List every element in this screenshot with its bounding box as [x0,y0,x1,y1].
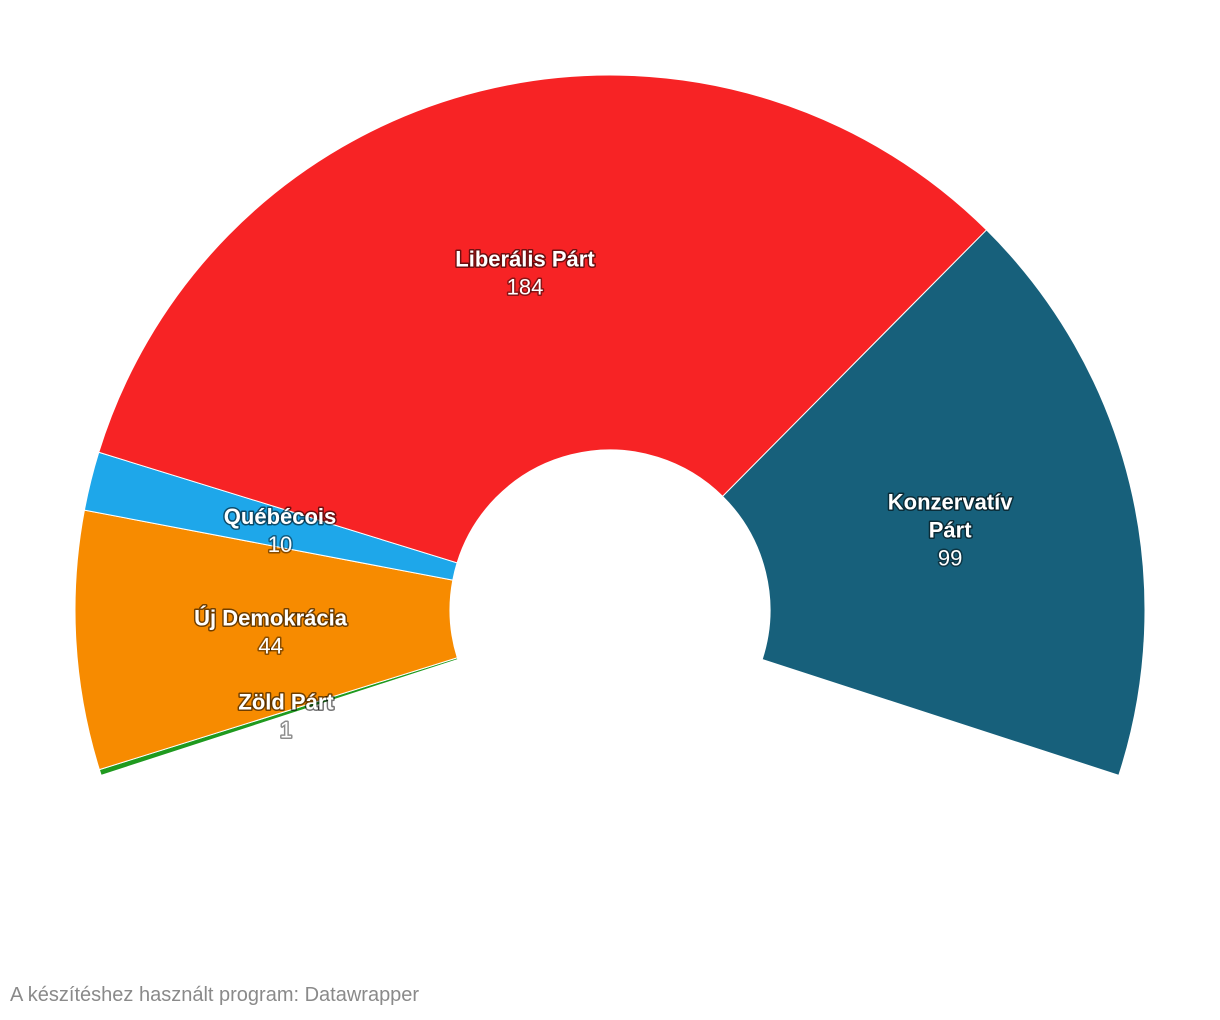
slice-value-zold-part: 1 [280,717,292,742]
slice-konzervativ-part [721,229,1146,776]
slice-name-konzervativ-part: Párt [929,518,972,543]
slice-name-uj-demokracia: Új Demokrácia [194,606,348,631]
chart-labels: Zöld Párt 1 Új Demokrácia 44 Québécois 10 Libe… [193,245,1015,744]
slice-name-zold-part: Zöld Párt [238,689,334,714]
slice-name-liberalis-part: Liberális Párt [455,246,595,271]
chart-slices [74,74,1146,776]
slice-label-quebecois: Québécois 10 [222,503,337,559]
slice-value-liberalis-part: 184 [507,274,544,299]
chart-credit: A készítéshez használt program: Datawrap… [10,984,420,1006]
slice-liberalis-part [98,74,988,564]
slice-uj-demokracia [74,509,458,771]
slice-value-konzervativ-part: 99 [938,546,962,571]
slice-value-uj-demokracia: 44 [258,634,282,659]
slice-label-liberalis-part: Liberális Párt 184 [454,245,597,301]
slice-label-uj-demokracia: Új Demokrácia 44 [193,604,350,660]
slice-label-konzervativ-part: Konzervatív Párt 99 [886,488,1014,572]
slice-value-quebecois: 10 [268,532,292,557]
slice-name-konzervativ-part: Konzervatív [888,490,1013,515]
slice-label-zold-part: Zöld Párt 1 [237,688,336,744]
slice-name-quebecois: Québécois [224,504,336,529]
